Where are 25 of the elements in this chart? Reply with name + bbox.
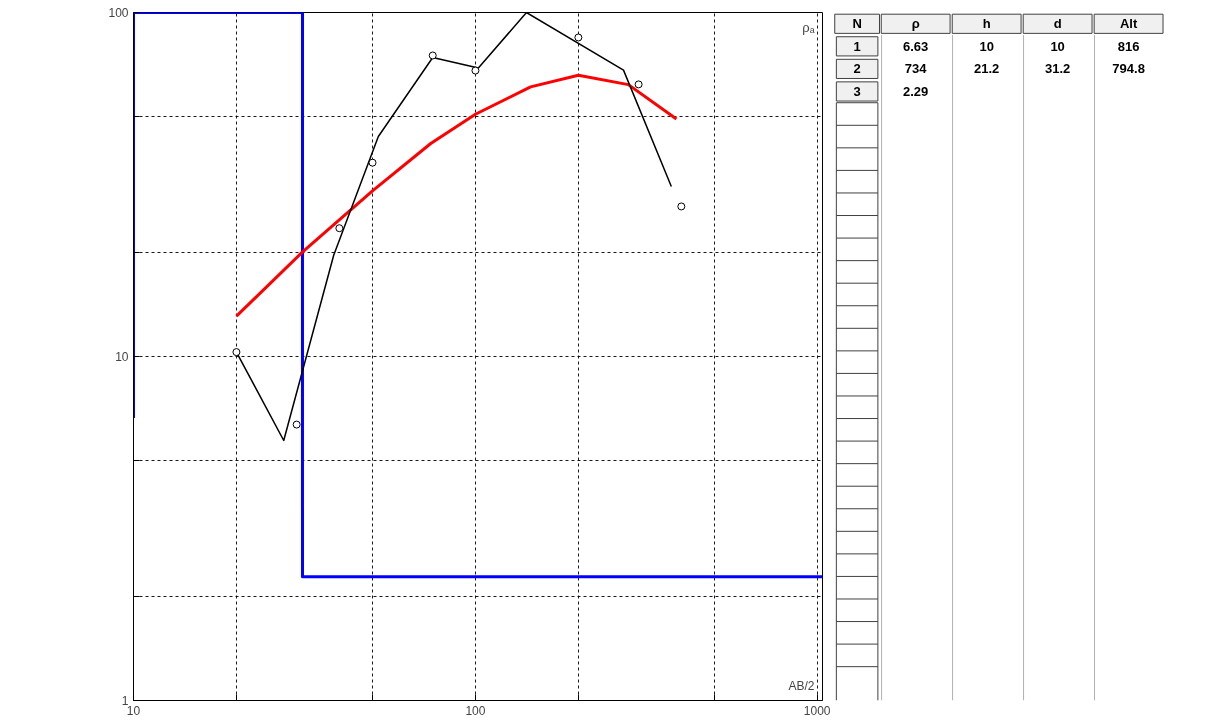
category-label: Alt (1119, 16, 1138, 32)
category-label: 2 (853, 61, 861, 77)
text: 794.8 (1112, 61, 1145, 77)
x-tick-label: 10 (126, 703, 141, 718)
y-tick-label: 100 (108, 6, 129, 20)
text: 6.63 (903, 38, 929, 54)
category-label: N (852, 16, 862, 32)
y-axis-title: ρₐ (802, 19, 815, 35)
x-tick-label: 100 (465, 703, 486, 718)
text: 2.29 (903, 83, 929, 99)
category-label: 3 (853, 83, 861, 99)
text: 10 (1050, 38, 1065, 54)
x-tick-label: 1000 (803, 703, 831, 718)
x-axis-title: AB/2 (788, 678, 815, 693)
text: 10 (979, 38, 994, 54)
category-label: 1 (853, 38, 861, 54)
y-tick-label: 1 (121, 694, 129, 708)
category-label: d (1053, 16, 1062, 32)
text: 734 (904, 61, 927, 77)
y-tick-label: 10 (115, 350, 129, 364)
category-label: h (982, 16, 991, 32)
text: 21.2 (973, 61, 1000, 77)
text: 31.2 (1044, 61, 1071, 77)
text: 816 (1117, 38, 1140, 54)
category-label: ρ (911, 16, 920, 32)
